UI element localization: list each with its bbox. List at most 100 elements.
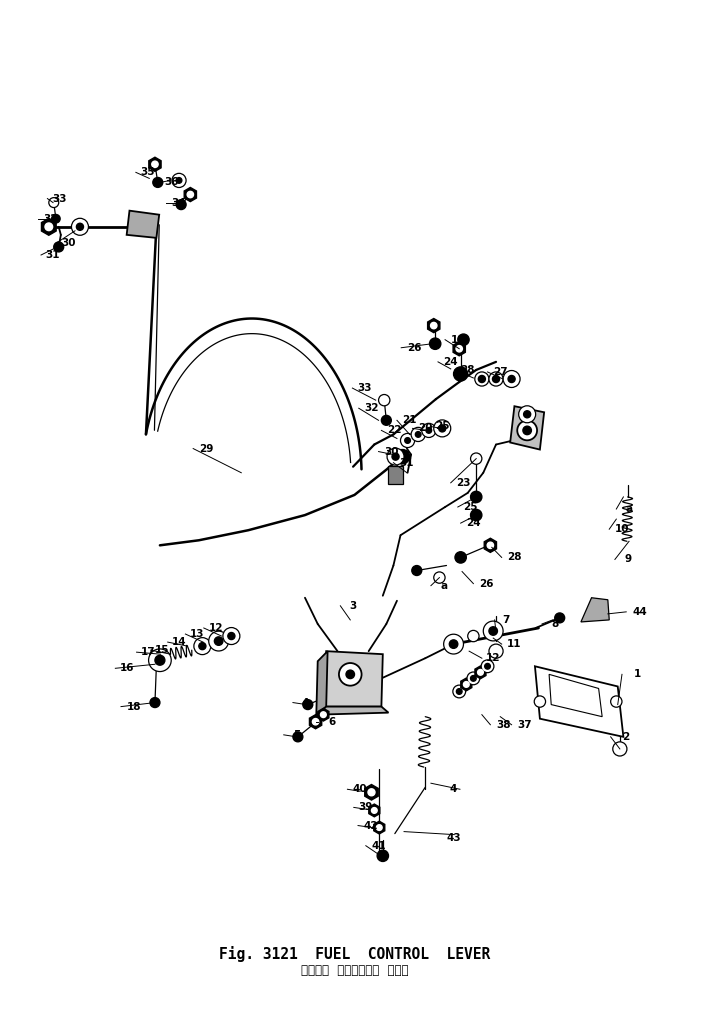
Polygon shape — [318, 707, 389, 715]
Circle shape — [320, 712, 326, 717]
Circle shape — [208, 631, 228, 651]
Circle shape — [187, 191, 194, 198]
Circle shape — [479, 376, 486, 383]
Circle shape — [313, 718, 319, 725]
Circle shape — [176, 200, 186, 209]
Polygon shape — [428, 318, 440, 332]
Text: 7: 7 — [502, 615, 510, 625]
Circle shape — [450, 640, 458, 648]
Polygon shape — [184, 188, 196, 202]
Circle shape — [77, 223, 84, 230]
Circle shape — [155, 655, 165, 666]
Text: 13: 13 — [190, 629, 205, 639]
Circle shape — [434, 572, 445, 583]
Circle shape — [439, 425, 446, 432]
Circle shape — [453, 685, 466, 698]
Circle shape — [152, 162, 158, 168]
Polygon shape — [461, 678, 471, 691]
Circle shape — [411, 427, 425, 441]
Circle shape — [464, 682, 469, 687]
Circle shape — [614, 743, 625, 754]
Circle shape — [478, 670, 484, 676]
Circle shape — [49, 198, 59, 207]
Circle shape — [471, 509, 482, 521]
Text: 36: 36 — [164, 178, 179, 188]
Circle shape — [430, 338, 441, 349]
Text: 16: 16 — [119, 664, 134, 674]
Polygon shape — [369, 804, 380, 817]
Circle shape — [454, 367, 468, 381]
Circle shape — [150, 698, 160, 708]
Circle shape — [485, 664, 491, 669]
Text: 12: 12 — [208, 623, 223, 633]
Text: 11: 11 — [507, 639, 522, 649]
Text: 22: 22 — [387, 425, 401, 435]
Text: 26: 26 — [479, 579, 493, 589]
Text: 32: 32 — [364, 403, 379, 413]
Text: 28: 28 — [460, 365, 475, 375]
Circle shape — [456, 345, 462, 351]
Polygon shape — [364, 785, 378, 800]
Circle shape — [489, 644, 503, 659]
Circle shape — [467, 672, 480, 685]
Text: 14: 14 — [172, 637, 186, 647]
Polygon shape — [41, 218, 56, 235]
Circle shape — [489, 372, 503, 386]
Text: 20: 20 — [418, 423, 432, 433]
Polygon shape — [510, 406, 544, 449]
Polygon shape — [127, 211, 160, 238]
Circle shape — [223, 627, 240, 644]
Circle shape — [339, 663, 362, 686]
Text: 15: 15 — [155, 645, 169, 655]
Circle shape — [489, 627, 498, 635]
Text: 23: 23 — [456, 478, 471, 488]
Circle shape — [610, 696, 622, 707]
Text: 32: 32 — [43, 214, 57, 224]
Text: 34: 34 — [172, 198, 186, 208]
Circle shape — [519, 406, 535, 423]
Circle shape — [524, 411, 531, 418]
Text: 24: 24 — [443, 357, 458, 367]
Polygon shape — [581, 598, 609, 622]
Text: 12: 12 — [486, 653, 501, 664]
Circle shape — [194, 637, 211, 654]
Circle shape — [387, 448, 404, 466]
Text: 2: 2 — [623, 732, 630, 741]
Circle shape — [471, 452, 482, 465]
Circle shape — [503, 371, 520, 388]
Circle shape — [493, 376, 500, 383]
Text: 35: 35 — [140, 168, 155, 178]
Text: 10: 10 — [615, 524, 629, 534]
Text: 27: 27 — [493, 367, 508, 377]
Circle shape — [415, 431, 421, 437]
Text: 8: 8 — [552, 619, 559, 629]
Circle shape — [376, 825, 382, 830]
Circle shape — [401, 433, 415, 447]
Circle shape — [471, 491, 482, 503]
Polygon shape — [318, 708, 329, 721]
Circle shape — [412, 566, 422, 576]
Circle shape — [52, 214, 60, 223]
Circle shape — [422, 423, 436, 437]
Text: 24: 24 — [466, 518, 481, 528]
Bar — [389, 466, 403, 484]
Text: 39: 39 — [359, 802, 373, 812]
Circle shape — [444, 634, 464, 654]
Circle shape — [434, 420, 451, 437]
Circle shape — [392, 453, 399, 461]
Text: 28: 28 — [507, 552, 522, 563]
Polygon shape — [309, 715, 322, 729]
Text: 40: 40 — [353, 784, 367, 794]
Text: 30: 30 — [385, 446, 399, 457]
Circle shape — [199, 642, 206, 649]
Circle shape — [458, 334, 469, 345]
Circle shape — [518, 420, 537, 440]
Text: 6: 6 — [328, 717, 335, 727]
Circle shape — [45, 223, 52, 230]
Circle shape — [54, 242, 64, 251]
Text: 9: 9 — [624, 554, 631, 565]
Circle shape — [426, 427, 432, 433]
Circle shape — [377, 850, 389, 862]
Text: 44: 44 — [633, 607, 648, 617]
Circle shape — [368, 789, 375, 796]
